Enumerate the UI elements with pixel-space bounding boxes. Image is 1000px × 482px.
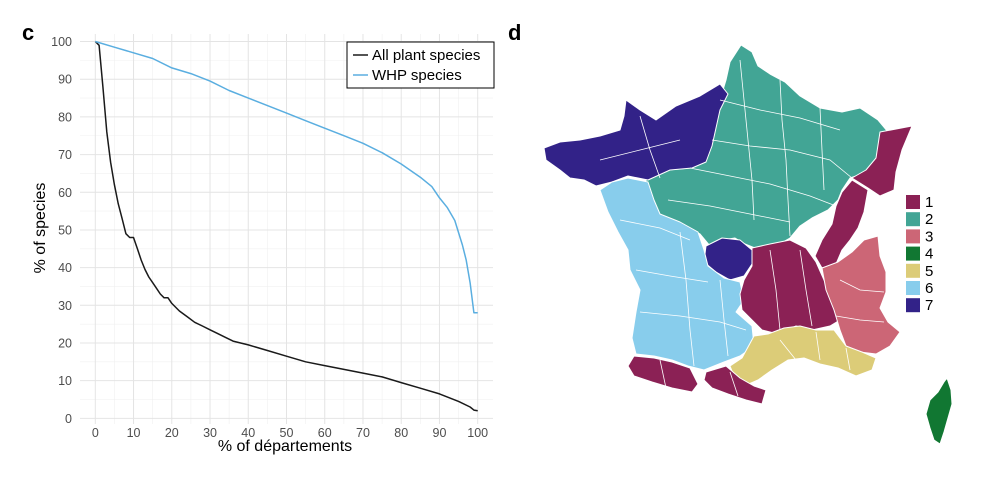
y-axis-label: % of species [32,183,49,274]
map-legend-label-5: 5 [925,263,933,280]
map-legend-swatch-7 [906,298,920,313]
map-legend-swatch-3 [906,229,920,244]
y-tick-label: 40 [58,261,72,275]
panel-c-label: c [22,20,34,45]
y-tick-label: 50 [58,223,72,237]
map-legend-swatch-4 [906,246,920,261]
france-map [543,44,953,445]
y-tick-label: 10 [58,374,72,388]
x-tick-label: 80 [394,426,408,440]
y-tick-label: 20 [58,336,72,350]
map-legend-label-2: 2 [925,211,933,228]
y-tick-label: 0 [65,412,72,426]
y-tick-label: 80 [58,110,72,124]
region-brittany-normandy [543,83,729,187]
x-tick-label: 30 [203,426,217,440]
y-axis-ticks: 0 10 20 30 40 50 60 70 80 90 100 [51,35,72,426]
series-line-all-plant-species [94,40,478,412]
x-axis-label: % of départements [218,438,352,455]
x-tick-label: 70 [356,426,370,440]
y-tick-label: 70 [58,148,72,162]
region-pyrenees-east [703,365,767,405]
line-chart: 0 10 20 30 40 50 60 70 80 90 100 0 10 20 30 40 50 60 70 80… [51,34,493,440]
x-tick-label: 90 [433,426,447,440]
map-legend-label-7: 7 [925,297,933,314]
y-tick-label: 60 [58,186,72,200]
chart-grid [80,34,493,424]
x-tick-label: 60 [318,426,332,440]
map-legend-swatch-6 [906,281,920,295]
department-borders [599,59,885,397]
x-tick-label: 40 [241,426,255,440]
x-axis-ticks: 0 10 20 30 40 50 60 70 80 90 100 [92,426,488,440]
y-tick-label: 90 [58,73,72,87]
map-legend-label-1: 1 [925,194,933,211]
map-legend-swatch-5 [906,263,920,278]
x-tick-label: 100 [467,426,488,440]
y-tick-label: 30 [58,299,72,313]
region-alps-south-east [821,235,901,355]
chart-legend: All plant species WHP species [346,41,495,89]
region-corsica [925,377,953,445]
region-alsace [851,125,913,197]
y-tick-label: 100 [51,35,72,49]
map-legend-swatch-1 [906,195,920,209]
x-tick-label: 20 [165,426,179,440]
map-legend-label-6: 6 [925,280,933,297]
x-tick-label: 0 [92,426,99,440]
map-legend-label-3: 3 [925,228,933,245]
legend-label-whp: WHP species [372,67,462,84]
map-legend-swatch-2 [906,212,920,227]
x-tick-label: 50 [280,426,294,440]
chart-series [94,40,478,412]
series-line-whp-species [95,40,478,314]
panel-d-label: d [508,20,521,45]
map-legend-label-4: 4 [925,246,933,263]
legend-label-all-plant: All plant species [372,47,480,64]
x-tick-label: 10 [127,426,141,440]
legend-box [346,41,495,89]
